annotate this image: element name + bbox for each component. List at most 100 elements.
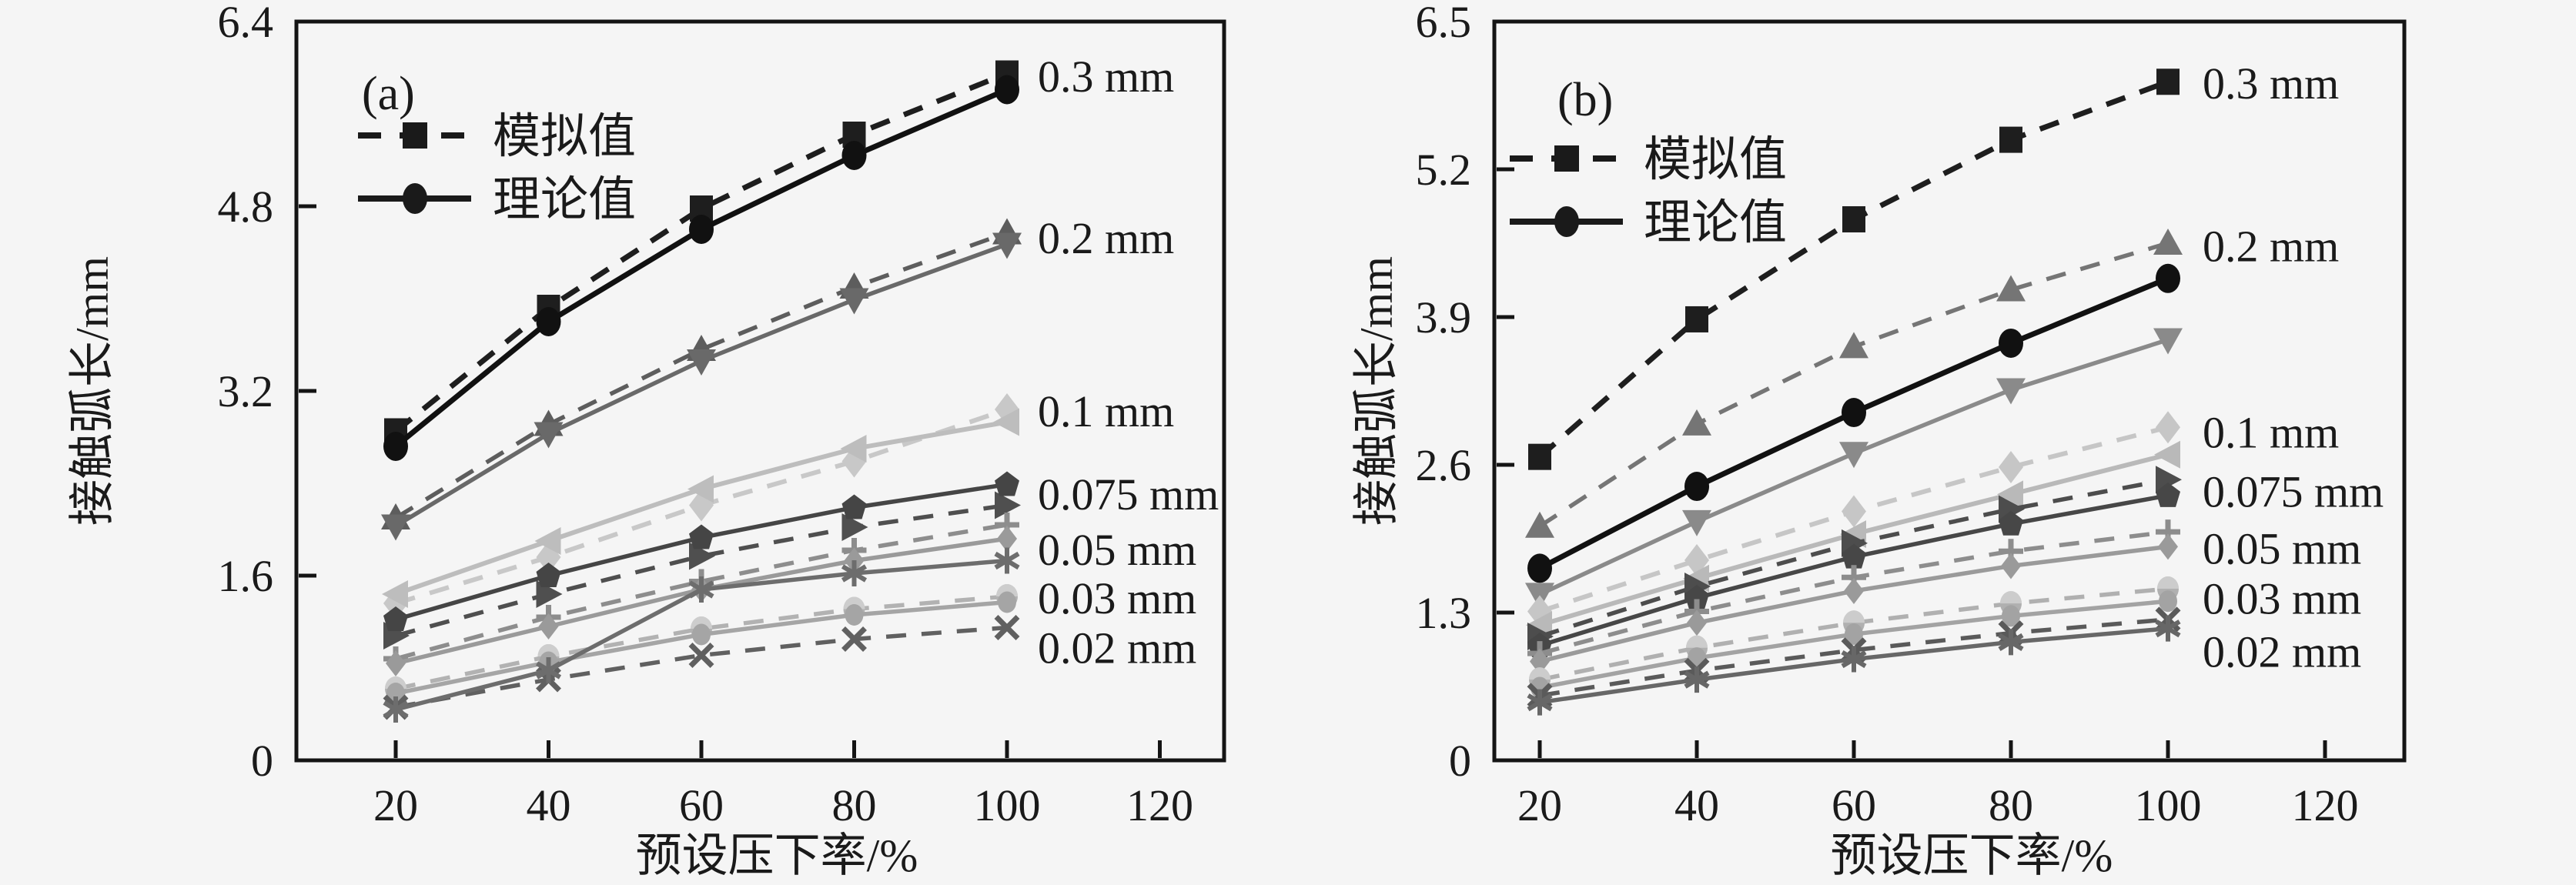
legend-square-marker-icon bbox=[403, 122, 427, 149]
marker-circle-half-icon bbox=[2000, 591, 2022, 604]
marker-asterisk-icon bbox=[383, 696, 409, 723]
marker-diamond-icon bbox=[2156, 411, 2180, 444]
marker-diamond-small-icon bbox=[997, 526, 1017, 552]
marker-circle-small-icon bbox=[2159, 590, 2177, 613]
marker-pentagon-icon bbox=[1684, 584, 1709, 609]
plot-frame bbox=[294, 19, 1226, 763]
line-0.2mm-simulated bbox=[394, 230, 1008, 520]
y-tick-label: 6.5 bbox=[1416, 0, 1472, 47]
series-label-0.03mm: 0.03 mm bbox=[2203, 573, 2361, 623]
series-label-0.1mm: 0.1 mm bbox=[2203, 408, 2339, 458]
chart-svg-b: 20 40 60 80 100 120 0 1.3 2.6 3.9 5.2 6.5 0.3 mm 0.2 … bbox=[1351, 0, 2407, 881]
x-tick-label: 60 bbox=[1832, 780, 1876, 830]
x-tick-label: 40 bbox=[527, 780, 571, 830]
chart-panel-b: 20 40 60 80 100 120 0 1.3 2.6 3.9 5.2 6.5 0.3 mm 0.2 … bbox=[1288, 0, 2576, 885]
x-tick-label: 20 bbox=[1517, 780, 1562, 830]
marker-circle-icon bbox=[1527, 553, 1552, 583]
marker-asterisk-icon bbox=[1527, 689, 1553, 716]
y-tick-label: 5.2 bbox=[1416, 145, 1472, 195]
marker-circle-icon bbox=[383, 432, 408, 461]
marker-pentagon-icon bbox=[1842, 543, 1866, 569]
y-tick-label: 0 bbox=[1449, 736, 1471, 786]
marker-triangle-right-icon bbox=[995, 491, 1021, 519]
marker-pentagon-icon bbox=[841, 494, 867, 519]
marker-triangle-down-icon bbox=[839, 288, 869, 315]
marker-asterisk-icon bbox=[2155, 615, 2181, 642]
marker-triangle-left-icon bbox=[534, 527, 561, 555]
legend-label-theoretical: 理论值 bbox=[1644, 197, 1787, 249]
marker-triangle-left-icon bbox=[1997, 480, 2023, 509]
marker-pentagon-icon bbox=[689, 524, 714, 549]
markers-0.3mm-simulated bbox=[1528, 68, 2180, 470]
marker-triangle-down-icon bbox=[534, 422, 564, 449]
marker-triangle-down-icon bbox=[1839, 442, 1868, 469]
marker-pentagon-icon bbox=[1999, 510, 2023, 536]
markers-0.02mm-theoretical bbox=[383, 547, 1020, 723]
series-label-0.2mm: 0.2 mm bbox=[2203, 221, 2339, 271]
series-label-0.02mm: 0.02 mm bbox=[1038, 623, 1196, 673]
marker-square-icon bbox=[1999, 126, 2022, 153]
marker-triangle-right-icon bbox=[2156, 466, 2182, 494]
marker-circle-half-icon bbox=[843, 596, 865, 609]
y-tick-label: 6.4 bbox=[218, 0, 274, 47]
markers-0.075mm-theoretical bbox=[383, 471, 1019, 631]
marker-circle-small-icon bbox=[845, 604, 864, 626]
markers-0.2mm-simulated bbox=[1525, 229, 2183, 538]
marker-asterisk-icon bbox=[1841, 646, 1867, 673]
legend-label-theoretical: 理论值 bbox=[493, 174, 636, 226]
panel-tag-b: (b) bbox=[1557, 74, 1613, 126]
panel-tag-a: (a) bbox=[362, 68, 415, 120]
series-label-0.3mm: 0.3 mm bbox=[2203, 58, 2339, 109]
marker-triangle-up-icon bbox=[2153, 229, 2183, 255]
legend-label-simulated: 模拟值 bbox=[1644, 134, 1787, 186]
marker-circle-icon bbox=[536, 307, 561, 336]
y-tick-label: 3.9 bbox=[1416, 292, 1472, 342]
marker-square-icon bbox=[1685, 306, 1708, 332]
marker-triangle-down-icon bbox=[992, 232, 1022, 259]
series-label-0.1mm: 0.1 mm bbox=[1038, 386, 1174, 436]
series-label-0.075mm: 0.075 mm bbox=[2203, 466, 2384, 516]
y-tick-label: 1.6 bbox=[218, 551, 274, 601]
marker-asterisk-icon bbox=[535, 657, 562, 683]
marker-pentagon-icon bbox=[995, 471, 1019, 496]
markers-0.05mm-theoretical bbox=[1530, 533, 2178, 675]
marker-triangle-down-icon bbox=[2153, 328, 2183, 355]
marker-diamond-small-icon bbox=[386, 650, 406, 676]
legend-item-simulated-b: 模拟值 bbox=[1510, 134, 1787, 186]
marker-triangle-down-icon bbox=[381, 514, 410, 541]
legend-label-simulated: 模拟值 bbox=[493, 111, 636, 163]
marker-asterisk-icon bbox=[1998, 629, 2024, 656]
marker-diamond-icon bbox=[1842, 495, 1866, 528]
marker-triangle-left-icon bbox=[1526, 611, 1552, 640]
marker-triangle-right-icon bbox=[841, 513, 868, 541]
y-tick-label: 2.6 bbox=[1416, 440, 1472, 490]
x-tick-label: 120 bbox=[2292, 780, 2359, 830]
marker-triangle-left-icon bbox=[2154, 440, 2180, 469]
series-label-0.02mm: 0.02 mm bbox=[2203, 627, 2361, 677]
marker-circle-icon bbox=[995, 75, 1019, 105]
marker-square-icon bbox=[1842, 205, 1865, 232]
chart-panel-a: 20 40 60 80 100 120 0 1.6 3.2 4.8 6.4 0.3 mm 0.2 mm 0… bbox=[67, 0, 1226, 881]
marker-circle-half-icon bbox=[996, 584, 1018, 596]
plot-frame bbox=[1492, 19, 2407, 763]
marker-circle-small-icon bbox=[692, 623, 711, 646]
marker-triangle-down-icon bbox=[1682, 509, 1711, 536]
marker-asterisk-icon bbox=[841, 560, 868, 586]
y-tick-label: 3.2 bbox=[218, 366, 274, 416]
marker-circle-small-icon bbox=[386, 683, 405, 704]
x-axis-title-b: 预设压下率/% bbox=[1831, 830, 2113, 881]
legend-circle-marker-icon bbox=[1554, 206, 1579, 237]
marker-triangle-up-icon bbox=[1682, 409, 1711, 436]
marker-triangle-left-icon bbox=[993, 408, 1019, 436]
marker-triangle-up-icon bbox=[1996, 275, 2026, 302]
x-tick-label: 80 bbox=[832, 780, 877, 830]
markers-0.02mm-theoretical bbox=[1527, 615, 2181, 716]
marker-pentagon-icon bbox=[383, 606, 408, 631]
legend-square-marker-icon bbox=[1554, 145, 1579, 172]
marker-circle-icon bbox=[1999, 328, 2023, 358]
marker-x-icon bbox=[994, 615, 1020, 640]
y-tick-label: 1.3 bbox=[1416, 588, 1472, 638]
marker-circle-half-icon bbox=[1686, 635, 1708, 648]
series-label-0.075mm: 0.075 mm bbox=[1038, 469, 1219, 519]
x-tick-label: 80 bbox=[1989, 780, 2033, 830]
